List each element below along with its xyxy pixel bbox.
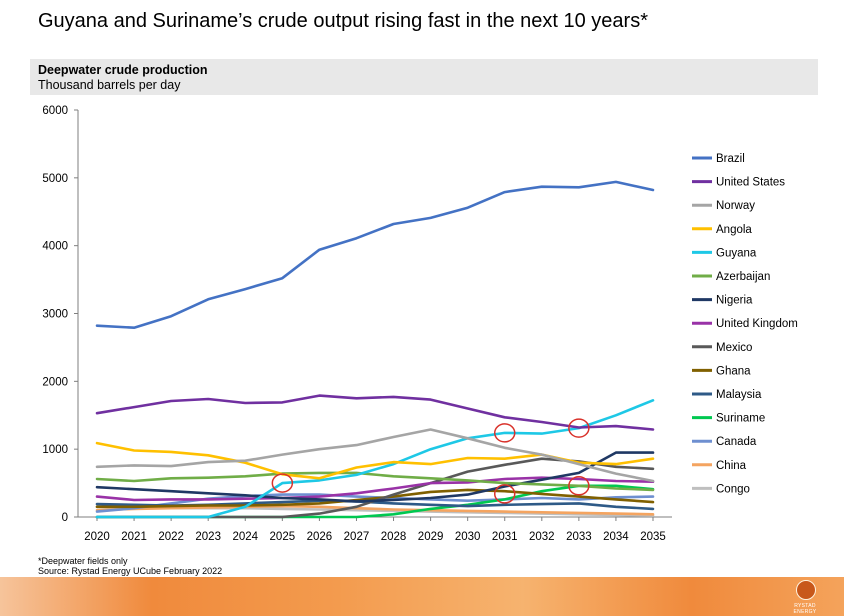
chart-units: Thousand barrels per day — [38, 78, 181, 92]
x-tick-label: 2026 — [307, 531, 333, 543]
y-tick-label: 6000 — [42, 105, 68, 117]
series-line-ghana — [95, 488, 655, 509]
series-line-china — [95, 504, 655, 516]
highlight-circle — [271, 473, 294, 493]
x-tick-label: 2022 — [158, 531, 184, 543]
legend-label-canada: Canada — [716, 436, 757, 448]
page-title: Guyana and Suriname’s crude output risin… — [38, 10, 648, 32]
chart-subtitle: Deepwater crude production — [38, 63, 208, 77]
legend-label-azerbaijan: Azerbaijan — [716, 271, 770, 283]
legend-label-malaysia: Malaysia — [716, 389, 762, 401]
series-line-guyana — [95, 398, 655, 519]
highlight-circle — [493, 423, 516, 443]
legend-label-suriname: Suriname — [716, 413, 765, 425]
y-tick-label: 3000 — [42, 309, 68, 321]
x-tick-label: 2023 — [195, 531, 221, 543]
legend-label-nigeria: Nigeria — [716, 295, 753, 307]
legend-label-norway: Norway — [716, 200, 755, 212]
legend-label-united-kingdom: United Kingdom — [716, 318, 798, 330]
y-tick-label: 2000 — [42, 376, 68, 388]
logo-mark-icon — [796, 580, 816, 600]
series-line-brazil — [95, 180, 655, 330]
x-tick-label: 2033 — [566, 531, 592, 543]
highlight-circle — [568, 418, 590, 438]
x-tick-label: 2025 — [270, 531, 296, 543]
x-tick-label: 2030 — [455, 531, 481, 543]
series-line-united-states — [95, 394, 655, 431]
x-tick-label: 2024 — [232, 531, 258, 543]
company-logo: RYSTAD ENERGY — [783, 578, 827, 615]
line-chart: 0 1000 2000 3000 4000 5000 6000 2020 2021 2022 202… — [42, 105, 798, 543]
highlight-circle — [493, 484, 516, 504]
legend-label-guyana: Guyana — [716, 247, 757, 259]
legend-label-mexico: Mexico — [716, 342, 752, 354]
x-tick-label: 2027 — [344, 531, 370, 543]
highlight-circle — [568, 476, 590, 496]
x-tick-label: 2034 — [603, 531, 629, 543]
series-line-united-kingdom — [95, 476, 655, 502]
legend-label-congo: Congo — [716, 483, 750, 495]
x-tick-label: 2020 — [84, 531, 110, 543]
x-tick-label: 2035 — [640, 531, 666, 543]
series-line-nigeria — [95, 451, 655, 503]
series-line-norway — [95, 428, 655, 483]
legend-label-china: China — [716, 460, 747, 472]
y-tick-label: 4000 — [42, 241, 68, 253]
x-tick-label: 2028 — [381, 531, 407, 543]
x-tick-label: 2029 — [418, 531, 444, 543]
x-tick-label: 2021 — [121, 531, 147, 543]
y-tick-label: 1000 — [42, 444, 68, 456]
source-note: Source: Rystad Energy UCube February 202… — [38, 566, 223, 576]
x-tick-label: 2031 — [492, 531, 518, 543]
x-tick-label: 2032 — [529, 531, 555, 543]
legend-label-united-states: United States — [716, 177, 785, 189]
chart-header-box: Deepwater crude production Thousand barr… — [30, 59, 818, 95]
y-tick-label: 5000 — [42, 173, 68, 185]
footnote: *Deepwater fields only — [38, 556, 128, 566]
series-line-azerbaijan — [95, 471, 655, 492]
brand-footer-band — [0, 577, 844, 616]
legend-label-ghana: Ghana — [716, 365, 751, 377]
legend-label-brazil: Brazil — [716, 153, 745, 165]
y-tick-label: 0 — [62, 512, 68, 524]
logo-text: RYSTAD ENERGY — [793, 603, 817, 615]
legend-label-angola: Angola — [716, 224, 752, 236]
